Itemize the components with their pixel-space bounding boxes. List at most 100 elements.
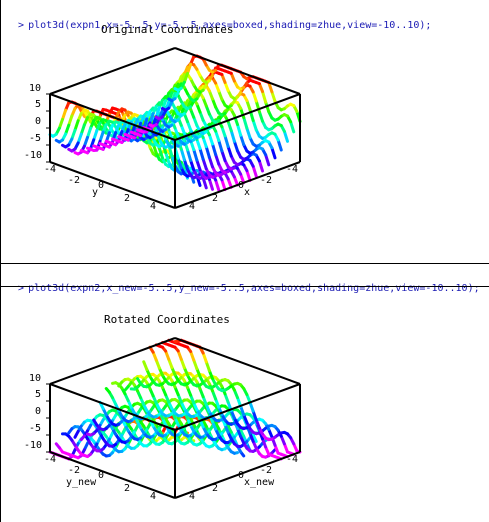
surface-segment	[204, 145, 211, 159]
x-tick: 0	[238, 470, 245, 481]
y-tick: -4	[44, 164, 57, 175]
surface-segment	[182, 71, 189, 84]
box-edge	[49, 337, 176, 385]
surface-segment	[70, 128, 77, 141]
surface-segment	[86, 126, 93, 139]
plot-3d-rotated[interactable]	[0, 290, 489, 520]
surface-segment	[239, 172, 246, 185]
y-tick: 4	[150, 201, 157, 212]
surface-segment	[282, 129, 289, 143]
z-tick: -5	[29, 133, 42, 144]
x-tick: 2	[212, 483, 219, 494]
surface-segment	[251, 118, 258, 132]
surface-segment	[226, 145, 233, 158]
left-border	[0, 0, 1, 522]
surface-segment	[182, 158, 189, 171]
surface-segment	[207, 155, 214, 169]
box-edge	[49, 47, 176, 95]
x-axis-label: x_new	[244, 477, 275, 488]
box-edge	[174, 383, 301, 431]
surface-segment	[117, 135, 124, 140]
surface-segment	[154, 115, 161, 121]
surface-segment	[129, 130, 136, 135]
command-text[interactable]: plot3d(expn2,x_new=-5..5,y_new=-5..5,axe…	[28, 283, 480, 294]
surface-segment	[67, 114, 74, 127]
surface-group	[48, 54, 302, 192]
x-tick: 0	[238, 180, 245, 191]
surface-segment	[214, 153, 221, 166]
surface-segment	[176, 156, 183, 170]
y-axis-label: y_new	[66, 477, 97, 488]
command-line-1[interactable]: > plot3d(expn1,x=-5..5,y=-5..5,axes=boxed…	[0, 2, 489, 31]
surface-segment	[204, 360, 211, 373]
surface-segment	[251, 90, 258, 103]
surface-segment	[157, 147, 164, 160]
surface-segment	[229, 129, 236, 143]
surface-segment	[214, 178, 221, 192]
surface-segment	[267, 81, 274, 94]
surface-segment	[98, 130, 105, 143]
surface-segment	[251, 409, 258, 422]
y-tick: 2	[124, 193, 131, 204]
z-tick: -10	[24, 150, 43, 161]
surface-segment	[154, 105, 161, 119]
surface-segment	[242, 116, 249, 130]
z-tick: 5	[35, 99, 42, 110]
surface-segment	[261, 90, 268, 104]
command-text[interactable]: plot3d(expn1,x=-5..5,y=-5..5,axes=boxed,…	[28, 20, 432, 31]
surface-segment	[207, 133, 214, 146]
z-tick: -10	[24, 440, 43, 451]
plot-title: Original Coordinates	[101, 23, 234, 36]
surface-segment	[239, 133, 246, 147]
surface-segment	[89, 138, 96, 151]
surface-segment	[276, 138, 283, 152]
surface-segment	[136, 128, 143, 133]
surface-segment	[92, 144, 99, 149]
y-tick: 0	[98, 180, 105, 191]
box-edge	[49, 93, 176, 141]
z-tick: 5	[35, 389, 42, 400]
surface-segment	[270, 146, 277, 160]
surface-segment	[104, 387, 111, 394]
surface-segment	[201, 157, 208, 171]
surface-segment	[142, 360, 149, 372]
prompt-marker: >	[18, 283, 25, 294]
surface-segment	[64, 123, 71, 136]
command-line-2[interactable]: > plot3d(expn2,x_new=-5..5,y_new=-5..5,ax…	[0, 265, 489, 294]
surface-segment	[189, 158, 196, 172]
surface-segment	[92, 128, 99, 142]
surface-segment	[236, 123, 243, 137]
box-edge	[174, 161, 301, 209]
surface-segment	[236, 396, 243, 408]
surface-segment	[79, 434, 86, 442]
plot-3d-original[interactable]	[0, 0, 489, 230]
surface-segment	[123, 132, 130, 138]
surface-segment	[54, 138, 61, 144]
x-tick: 4	[189, 201, 196, 212]
surface-segment	[111, 381, 118, 385]
box-edge	[49, 451, 176, 499]
surface-segment	[220, 125, 227, 138]
surface-segment	[82, 135, 89, 148]
surface-segment	[73, 151, 80, 156]
surface-segment	[123, 385, 130, 392]
surface-segment	[270, 90, 277, 103]
surface-segment	[79, 149, 86, 154]
surface-segment	[192, 148, 199, 162]
surface-segment	[186, 148, 193, 162]
box-edge	[49, 383, 176, 431]
surface-segment	[257, 159, 264, 173]
plot-title: Rotated Coordinates	[104, 313, 230, 326]
surface-segment	[248, 400, 255, 413]
box-edge	[174, 337, 301, 385]
surface-segment	[173, 87, 180, 92]
surface-segment	[61, 143, 68, 149]
surface-segment	[136, 377, 143, 386]
prompt-marker: >	[18, 20, 25, 31]
surface-segment	[161, 106, 168, 112]
box-edge	[174, 451, 301, 499]
separator	[0, 286, 489, 287]
surface-segment	[186, 62, 193, 75]
x-tick: -4	[286, 454, 299, 465]
surface-segment	[217, 138, 224, 153]
